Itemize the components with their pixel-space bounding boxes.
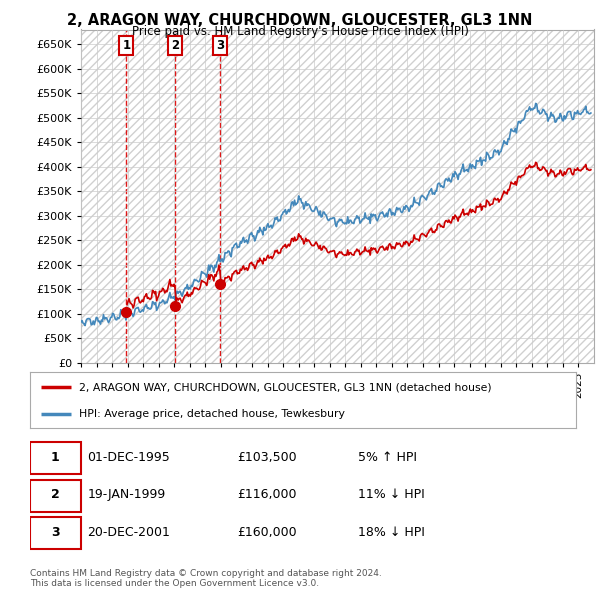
Text: HPI: Average price, detached house, Tewkesbury: HPI: Average price, detached house, Tewk…	[79, 409, 345, 419]
Text: Contains HM Land Registry data © Crown copyright and database right 2024.
This d: Contains HM Land Registry data © Crown c…	[30, 569, 382, 588]
FancyBboxPatch shape	[30, 517, 81, 549]
Text: 3: 3	[217, 39, 224, 52]
Text: 3: 3	[51, 526, 59, 539]
Text: £160,000: £160,000	[238, 526, 297, 539]
FancyBboxPatch shape	[30, 480, 81, 512]
Text: 1: 1	[122, 39, 130, 52]
Text: 1: 1	[51, 451, 59, 464]
Text: 18% ↓ HPI: 18% ↓ HPI	[358, 526, 424, 539]
Text: £116,000: £116,000	[238, 489, 297, 502]
Text: £103,500: £103,500	[238, 451, 297, 464]
Text: 2, ARAGON WAY, CHURCHDOWN, GLOUCESTER, GL3 1NN: 2, ARAGON WAY, CHURCHDOWN, GLOUCESTER, G…	[67, 13, 533, 28]
Text: 2, ARAGON WAY, CHURCHDOWN, GLOUCESTER, GL3 1NN (detached house): 2, ARAGON WAY, CHURCHDOWN, GLOUCESTER, G…	[79, 382, 492, 392]
Text: 11% ↓ HPI: 11% ↓ HPI	[358, 489, 424, 502]
Text: 01-DEC-1995: 01-DEC-1995	[88, 451, 170, 464]
Text: Price paid vs. HM Land Registry's House Price Index (HPI): Price paid vs. HM Land Registry's House …	[131, 25, 469, 38]
Text: 19-JAN-1999: 19-JAN-1999	[88, 489, 166, 502]
Text: 2: 2	[51, 489, 59, 502]
Text: 2: 2	[171, 39, 179, 52]
Text: 20-DEC-2001: 20-DEC-2001	[88, 526, 170, 539]
Text: 5% ↑ HPI: 5% ↑ HPI	[358, 451, 416, 464]
FancyBboxPatch shape	[30, 442, 81, 474]
